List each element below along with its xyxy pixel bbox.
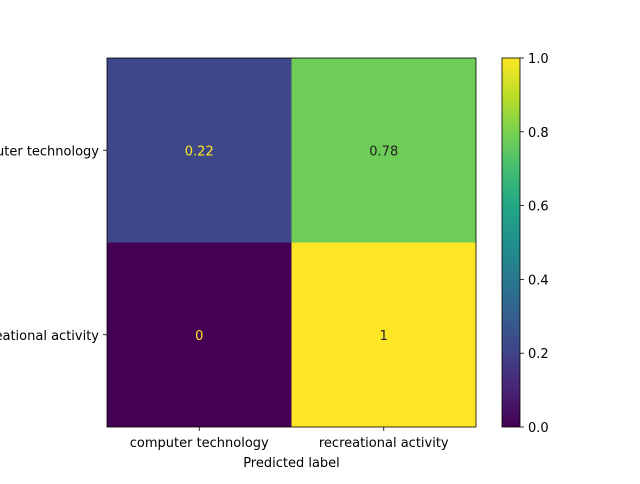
x-axis-label: Predicted label (243, 456, 340, 471)
cell-value-label-0-1: 0.78 (369, 144, 398, 159)
heatmap-cell-0-1 (291, 58, 476, 243)
heatmap-cell-0-0 (107, 58, 292, 243)
colorbar-tick-label-2: 0.4 (528, 273, 549, 288)
plot-frame (106, 57, 477, 428)
x-tick-label-0: computer technology (130, 436, 269, 451)
heatmap-axes: computer technology recreational activity… (0, 57, 477, 451)
y-tick-label-0: computer technology (0, 144, 99, 159)
colorbar-tick-label-5: 1.0 (528, 52, 549, 67)
cell-value-label-1-0: 0 (195, 329, 203, 344)
colorbar-bar (501, 57, 521, 428)
colorbar-tick-label-0: 0.0 (528, 421, 549, 436)
cell-value-labels: 0.22 0.78 0 1 (185, 144, 398, 344)
heatmap-cell-1-0 (107, 242, 292, 427)
heatmap-cell-1-1 (291, 242, 476, 427)
heatmap-cells (107, 58, 476, 427)
colorbar: 0.0 0.2 0.4 0.6 0.8 1.0 (501, 52, 549, 436)
colorbar-tick-label-4: 0.8 (528, 126, 549, 141)
colorbar-tick-label-1: 0.2 (528, 347, 549, 362)
y-tick-label-1: recreational activity (0, 329, 99, 344)
x-tick-label-1: recreational activity (319, 436, 449, 451)
cell-value-label-1-1: 1 (380, 329, 388, 344)
colorbar-tick-label-3: 0.6 (528, 200, 549, 215)
cell-value-label-0-0: 0.22 (185, 144, 214, 159)
